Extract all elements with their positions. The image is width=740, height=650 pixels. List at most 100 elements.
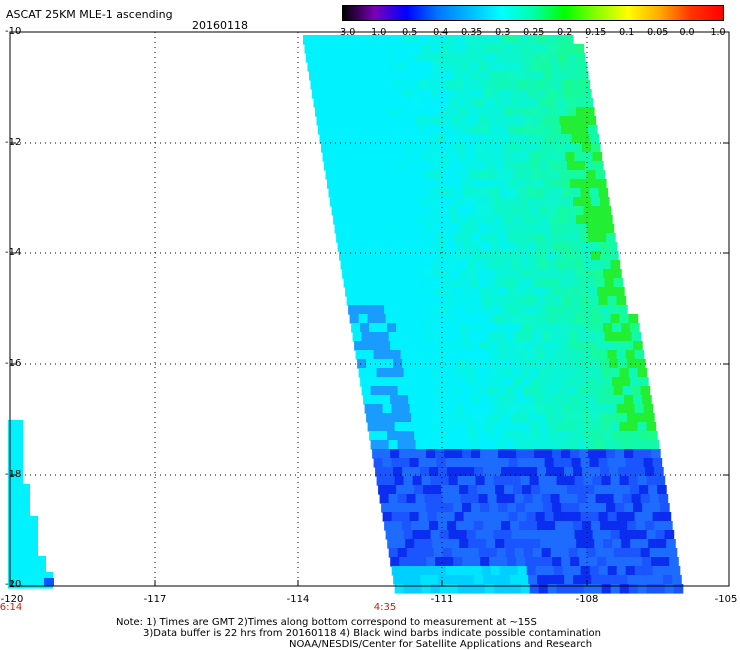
swath-cell bbox=[514, 548, 525, 558]
swath-cell bbox=[459, 377, 469, 387]
swath-cell bbox=[505, 332, 516, 342]
swath-cell bbox=[582, 575, 592, 585]
swath-cell bbox=[400, 134, 411, 144]
swath-cell bbox=[568, 116, 579, 126]
swath-cell bbox=[411, 89, 421, 99]
swath-cell bbox=[616, 566, 627, 576]
swath-cell bbox=[463, 188, 474, 198]
swath-cell bbox=[465, 575, 475, 585]
swath-cell bbox=[517, 242, 528, 252]
swath-cell bbox=[472, 458, 483, 468]
swath-cell bbox=[478, 278, 489, 288]
swath-cell bbox=[583, 260, 594, 270]
swath-cell bbox=[432, 485, 442, 495]
swath-cell bbox=[516, 503, 526, 513]
swath-cell bbox=[319, 134, 330, 144]
swath-cell bbox=[579, 71, 589, 81]
swath-cell bbox=[426, 125, 436, 135]
swath-cell bbox=[366, 89, 376, 99]
swath-cell bbox=[432, 215, 442, 225]
swath-cell bbox=[423, 323, 433, 333]
swath-cell bbox=[384, 467, 394, 477]
swath-cell bbox=[547, 422, 558, 432]
swath-cell bbox=[493, 260, 504, 270]
swath-cell bbox=[562, 512, 573, 522]
swath-cell bbox=[553, 80, 564, 90]
left-swath-fragment bbox=[8, 420, 54, 589]
swath-cell bbox=[561, 179, 571, 189]
swath-cell bbox=[564, 305, 574, 315]
swath-cell bbox=[423, 377, 433, 387]
swath-cell bbox=[486, 377, 496, 387]
swath-cell bbox=[492, 413, 502, 423]
swath-cell bbox=[499, 404, 510, 414]
swath-cell bbox=[399, 71, 409, 81]
swath-cell bbox=[552, 71, 562, 81]
swath-cell bbox=[504, 161, 514, 171]
swath-cell bbox=[426, 179, 436, 189]
swath-cell bbox=[385, 98, 396, 108]
swath-cell bbox=[657, 539, 667, 549]
swath-cell bbox=[564, 89, 574, 99]
pass-time-label: 4:35 bbox=[373, 602, 397, 613]
swath-cell bbox=[439, 152, 450, 162]
swath-cell bbox=[567, 53, 577, 63]
swath-cell bbox=[544, 242, 555, 252]
swath-cell bbox=[436, 350, 447, 360]
swath-cell bbox=[364, 296, 375, 306]
swath-cell bbox=[606, 287, 616, 297]
swath-cell bbox=[585, 107, 595, 117]
swath-cell bbox=[610, 314, 621, 324]
swath-cell bbox=[408, 449, 418, 459]
swath-cell bbox=[499, 188, 510, 198]
swath-cell bbox=[498, 287, 508, 297]
swath-cell bbox=[580, 350, 591, 360]
swath-cell bbox=[610, 260, 621, 270]
swath-cell bbox=[388, 62, 399, 72]
swath-cell bbox=[352, 62, 363, 72]
swath-cell bbox=[432, 107, 442, 117]
swath-cell bbox=[511, 152, 522, 162]
swath-cell bbox=[523, 170, 534, 180]
swath-cell bbox=[468, 53, 478, 63]
swath-cell bbox=[331, 152, 342, 162]
swath-cell bbox=[412, 368, 423, 378]
swath-cell bbox=[399, 233, 409, 243]
swath-cell bbox=[501, 575, 511, 585]
swath-cell bbox=[519, 197, 529, 207]
swath-cell bbox=[553, 566, 564, 576]
swath-cell bbox=[546, 521, 556, 531]
swath-cell bbox=[655, 584, 666, 594]
swath-cell bbox=[378, 215, 388, 225]
swath-cell bbox=[585, 215, 595, 225]
swath-cell bbox=[451, 224, 462, 234]
swath-cell bbox=[8, 508, 30, 517]
swath-cell bbox=[460, 116, 471, 126]
swath-cell bbox=[571, 404, 582, 414]
swath-cell bbox=[438, 35, 448, 45]
swath-cell bbox=[456, 521, 466, 531]
swath-cell bbox=[487, 494, 498, 504]
swath-cell bbox=[513, 323, 523, 333]
swath-cell bbox=[493, 98, 504, 108]
swath-cell bbox=[391, 80, 402, 90]
swath-cell bbox=[526, 242, 537, 252]
swath-cell bbox=[541, 170, 552, 180]
swath-cell bbox=[634, 566, 645, 576]
swath-cell bbox=[591, 143, 601, 153]
swath-cell bbox=[352, 116, 363, 126]
swath-cell bbox=[475, 368, 486, 378]
swath-cell bbox=[531, 377, 541, 387]
swath-cell bbox=[351, 215, 361, 225]
swath-cell bbox=[565, 422, 576, 432]
swath-cell bbox=[477, 377, 487, 387]
swath-cell bbox=[411, 467, 421, 477]
swath-cell bbox=[382, 242, 393, 252]
swath-cell bbox=[385, 260, 396, 270]
swath-cell bbox=[429, 89, 439, 99]
swath-cell bbox=[600, 305, 610, 315]
swath-cell bbox=[424, 278, 435, 288]
swath-cell bbox=[483, 197, 493, 207]
swath-cell bbox=[499, 80, 510, 90]
swath-cell bbox=[492, 575, 502, 585]
